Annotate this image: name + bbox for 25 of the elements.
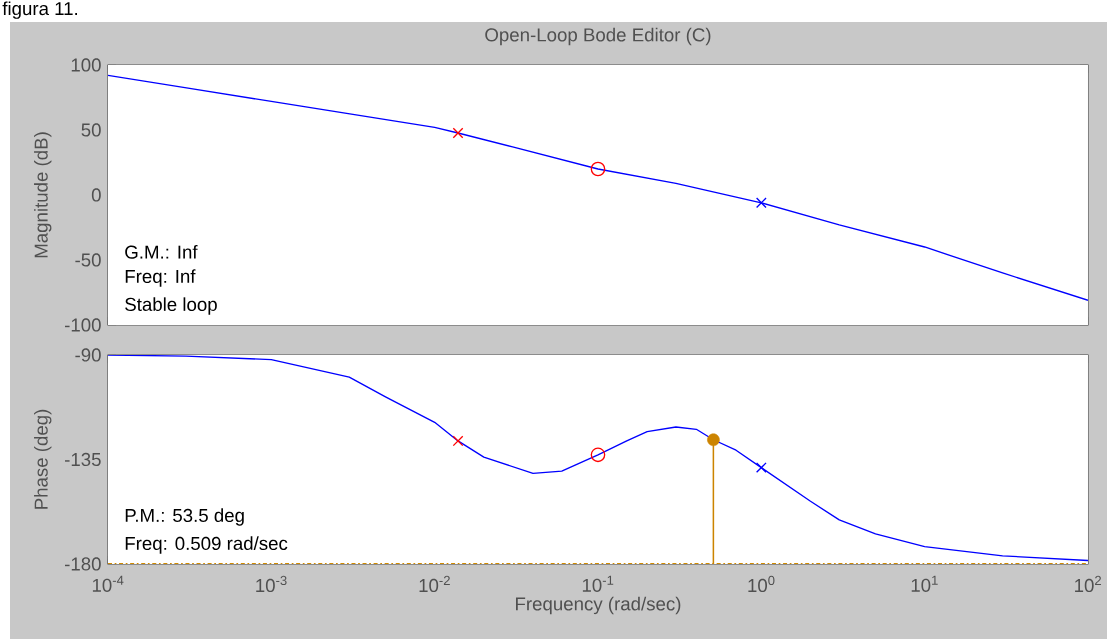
y-tick-label: -100 — [64, 318, 101, 332]
y-tick-label: 0 — [91, 188, 101, 202]
annotation: Freq: Inf — [125, 269, 196, 287]
text: figura 11. — [2, 1, 78, 19]
y-tick-label: -180 — [64, 557, 101, 571]
y-tick-label: 100 — [71, 58, 101, 72]
y-tick-label: -135 — [64, 452, 101, 467]
x-tick-label: 10$^{-4}$ — [92, 575, 124, 592]
x-tick-label: 10$^{-1}$ — [582, 575, 614, 592]
annotation: P.M.: 53.5 deg — [125, 508, 244, 526]
y-axis-title: Phase (deg) — [34, 409, 52, 509]
chart-title: Open-Loop Bode Editor (C) — [485, 27, 711, 46]
annotation: Freq: 0.509 rad/sec — [125, 536, 288, 554]
x-tick-label: 10$^{2}$ — [1075, 575, 1102, 593]
y-tick-label: -50 — [75, 253, 101, 267]
annotation: Stable loop — [125, 297, 217, 315]
y-tick-label: 50 — [81, 123, 101, 137]
x-tick-label: 10$^{-2}$ — [419, 575, 450, 593]
x-tick-label: 10$^{-3}$ — [256, 575, 287, 593]
x-tick-label: 10$^{1}$ — [911, 575, 938, 592]
x-axis-title: Frequency (rad/sec) — [516, 596, 681, 615]
annotation: G.M.: Inf — [125, 245, 198, 259]
x-tick-label: 10$^{0}$ — [748, 575, 775, 593]
y-axis-title: Magnitude (dB) — [34, 132, 52, 258]
y-tick-label: -90 — [75, 348, 101, 362]
